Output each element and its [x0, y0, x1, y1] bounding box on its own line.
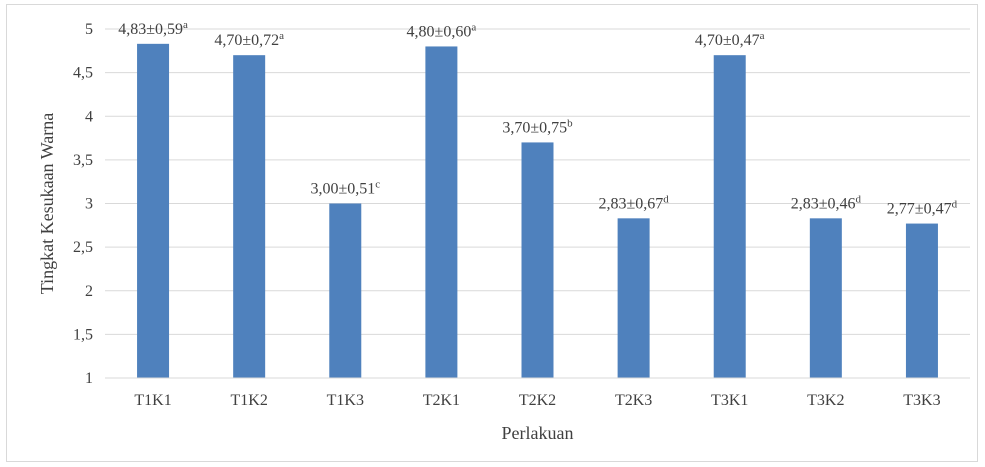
x-tick-label: T2K2	[519, 392, 556, 409]
y-tick-label: 1	[85, 370, 93, 387]
bar	[233, 55, 266, 379]
y-tick-label: 3,5	[73, 152, 93, 169]
bar	[329, 203, 362, 378]
y-tick-label: 2	[85, 283, 93, 300]
x-tick-label: T2K3	[615, 392, 652, 409]
y-axis-title: Tingkat Kesukaan Warna	[37, 113, 57, 295]
x-tick-label: T1K2	[231, 392, 268, 409]
x-tick-label: T2K1	[423, 392, 460, 409]
y-tick-label: 1,5	[73, 326, 93, 343]
y-axis-ticks: 1 1,5 2 2,5 3 3,5 4 4,5 5	[73, 21, 93, 387]
bar	[617, 218, 650, 378]
bar	[809, 218, 842, 378]
bar	[137, 43, 170, 379]
bar	[905, 223, 938, 378]
x-tick-label: T3K3	[903, 392, 940, 409]
x-axis-ticks: T1K1 T1K2 T1K3 T2K1 T2K2 T2K3 T3K1 T3K2 T3K3	[134, 392, 940, 409]
y-tick-label: 2,5	[73, 239, 93, 256]
x-tick-label: T1K1	[134, 392, 171, 409]
bar	[521, 142, 554, 378]
data-label: 4,70±0,72a	[214, 30, 284, 49]
bars	[137, 43, 938, 379]
x-tick-label: T3K1	[711, 392, 748, 409]
bar	[425, 46, 458, 378]
data-label: 3,00±0,51c	[310, 179, 380, 198]
data-label: 4,70±0,47a	[695, 30, 765, 49]
y-tick-label: 5	[85, 21, 93, 38]
x-tick-label: T1K3	[327, 392, 364, 409]
data-label: 2,83±0,67d	[598, 193, 669, 212]
y-tick-label: 4	[85, 108, 93, 125]
data-label: 2,83±0,46d	[791, 193, 862, 212]
x-tick-label: T3K2	[807, 392, 844, 409]
data-label: 2,77±0,47d	[887, 199, 958, 218]
bar	[713, 55, 746, 379]
y-tick-label: 3	[85, 196, 93, 213]
data-label: 4,83±0,59a	[118, 19, 188, 38]
x-axis-title: Perlakuan	[502, 423, 574, 443]
data-label: 3,70±0,75b	[502, 117, 573, 136]
data-label: 4,80±0,60a	[407, 21, 477, 40]
data-labels: 4,83±0,59a 4,70±0,72a 3,00±0,51c 4,80±0,60a…	[118, 19, 957, 218]
y-tick-label: 4,5	[73, 65, 93, 82]
